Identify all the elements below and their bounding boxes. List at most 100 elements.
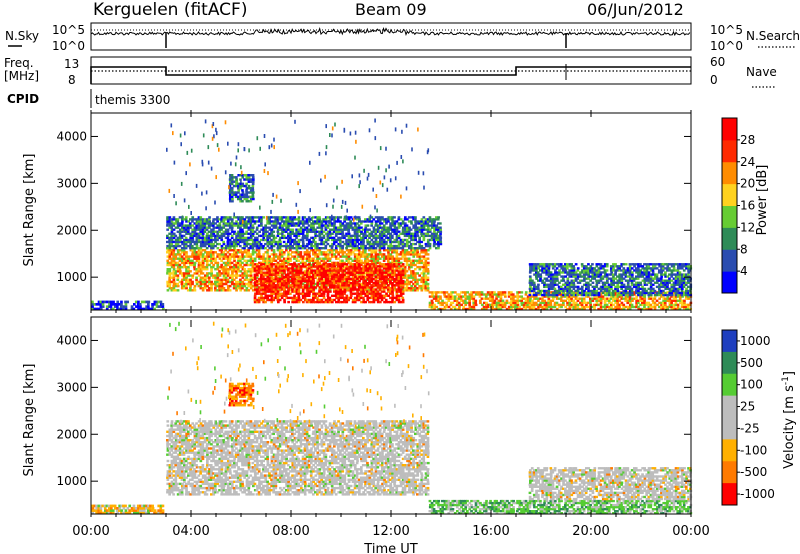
heatmap-cell xyxy=(355,218,359,221)
heatmap-cell xyxy=(404,280,407,284)
heatmap-cell xyxy=(293,216,297,219)
heatmap-cell xyxy=(374,290,378,293)
heatmap-cell xyxy=(237,263,240,267)
heatmap-cell xyxy=(297,284,301,287)
heatmap-cell xyxy=(454,291,457,294)
heatmap-cell xyxy=(245,195,249,199)
heatmap-cell xyxy=(418,226,422,229)
heatmap-cell xyxy=(387,294,390,297)
heatmap-cell xyxy=(545,305,548,309)
heatmap-cell xyxy=(283,244,286,248)
heatmap-cell xyxy=(397,259,401,263)
heatmap-cell xyxy=(322,240,326,244)
heatmap-cell xyxy=(431,293,434,296)
heatmap-cell xyxy=(237,238,240,242)
heatmap-cell xyxy=(218,222,222,225)
heatmap-cell xyxy=(172,216,176,219)
heatmap-cell xyxy=(414,268,417,271)
heatmap-cell xyxy=(403,234,407,238)
heatmap-cell xyxy=(216,238,219,242)
heatmap-cell xyxy=(270,263,273,266)
heatmap-cell xyxy=(305,253,309,256)
heatmap-cell xyxy=(453,295,457,298)
heatmap-cell xyxy=(253,275,257,279)
heatmap-cell xyxy=(257,289,261,292)
heatmap-cell xyxy=(472,297,476,300)
heatmap-cell xyxy=(357,263,361,266)
heatmap-cell xyxy=(410,234,413,238)
heatmap-cell xyxy=(166,284,170,288)
heatmap-cell xyxy=(345,253,349,256)
heatmap-cell xyxy=(474,303,478,307)
heatmap-cell xyxy=(445,297,449,300)
heatmap-cell xyxy=(408,236,411,240)
heatmap-cell xyxy=(407,274,411,277)
heatmap-cell xyxy=(357,288,361,291)
heatmap-cell xyxy=(568,303,572,307)
heatmap-cell xyxy=(518,307,522,311)
heatmap-cell xyxy=(333,228,336,231)
heatmap-cell xyxy=(237,187,240,190)
heatmap-cell xyxy=(306,282,309,285)
heatmap-cell xyxy=(251,193,255,196)
heatmap-cell xyxy=(266,273,269,276)
heatmap-cell xyxy=(353,244,357,248)
heatmap-cell xyxy=(295,288,299,291)
heatmap-cell xyxy=(522,305,526,309)
heatmap-cell xyxy=(405,257,409,260)
heatmap-cell xyxy=(560,293,563,296)
heatmap-cell xyxy=(343,273,346,276)
heatmap-cell xyxy=(308,255,311,258)
heatmap-cell xyxy=(193,265,196,269)
heatmap-cell xyxy=(349,251,353,254)
heatmap-cell xyxy=(562,301,565,305)
heatmap-cell xyxy=(388,257,392,260)
heatmap-cell xyxy=(241,276,245,279)
heatmap-cell xyxy=(201,222,205,225)
heatmap-cell xyxy=(183,228,186,231)
heatmap-cell xyxy=(382,247,386,250)
heatmap-cell xyxy=(224,249,228,252)
heatmap-cell xyxy=(435,236,438,240)
heatmap-cell xyxy=(432,244,436,248)
heatmap-cell xyxy=(280,244,284,248)
heatmap-cell xyxy=(420,222,423,225)
heatmap-cell xyxy=(336,282,340,285)
heatmap-cell xyxy=(357,271,361,274)
heatmap-cell xyxy=(549,299,553,302)
heatmap-cell xyxy=(245,242,249,246)
heatmap-cell xyxy=(512,301,515,305)
heatmap-cell xyxy=(212,244,215,248)
heatmap-cell xyxy=(324,222,328,225)
heatmap-cell xyxy=(353,273,357,276)
heatmap-cell xyxy=(426,230,430,233)
heatmap-cell xyxy=(418,247,422,250)
heatmap-cell xyxy=(383,240,386,244)
heatmap-cell xyxy=(380,265,384,268)
heatmap-cell xyxy=(311,275,315,279)
heatmap-cell xyxy=(337,275,340,279)
heatmap-cell xyxy=(320,224,324,227)
heatmap-cell xyxy=(416,234,420,238)
heatmap-cell xyxy=(534,297,538,300)
heatmap-cell xyxy=(276,261,280,265)
heatmap-cell xyxy=(282,220,286,223)
heatmap-cell xyxy=(401,279,405,283)
heatmap-cell xyxy=(495,297,498,300)
heatmap-cell xyxy=(222,234,226,238)
heatmap-cell xyxy=(237,236,240,240)
heatmap-cell xyxy=(226,278,230,282)
heatmap-cell xyxy=(308,292,311,295)
heatmap-cell xyxy=(422,226,426,229)
heatmap-cell xyxy=(289,230,293,233)
heatmap-cell xyxy=(199,265,203,269)
heatmap-cell xyxy=(216,284,219,288)
heatmap-cell xyxy=(322,290,326,293)
heatmap-cell xyxy=(382,232,386,235)
heatmap-cell xyxy=(257,265,261,268)
heatmap-cell xyxy=(333,224,336,227)
heatmap-cell xyxy=(326,279,330,283)
heatmap-cell xyxy=(172,257,176,260)
heatmap-cell xyxy=(424,232,428,235)
heatmap-cell xyxy=(377,230,380,233)
